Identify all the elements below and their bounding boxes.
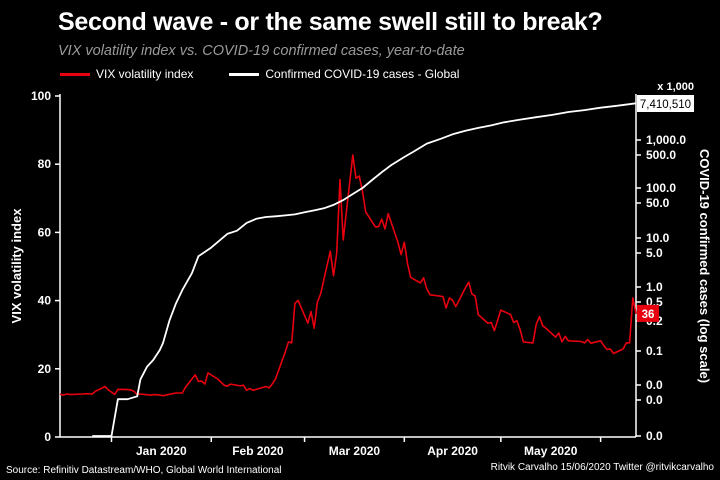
left-axis-tick-label: 80 <box>38 157 52 171</box>
right-axis-tick-label: 50.0 <box>646 196 670 210</box>
legend-swatch-cases <box>229 72 260 76</box>
legend-swatch-vix <box>60 72 90 76</box>
x-axis-tick-label: May 2020 <box>524 444 578 458</box>
right-axis-unit: x 1,000 <box>657 81 694 93</box>
right-axis-tick-label: 1,000.0 <box>646 133 686 147</box>
series-group <box>59 102 637 437</box>
credit-note: Ritvik Carvalho 15/06/2020 Twitter @ritv… <box>490 462 714 473</box>
right-axis-tick-label: 0.1 <box>646 344 663 358</box>
right-axis-tick-label: 0.0 <box>646 393 663 407</box>
x-axis-tick-label: Mar 2020 <box>329 444 381 458</box>
y-axis-label-right: COVID-19 confirmed cases (log scale) <box>697 149 712 383</box>
right-axis-tick-label: 5.0 <box>646 246 663 260</box>
legend: VIX volatility index Confirmed COVID-19 … <box>60 67 495 81</box>
source-note: Source: Refinitiv Datastream/WHO, Global… <box>6 465 282 476</box>
left-axis-tick-label: 60 <box>38 225 52 239</box>
cases-end-label: 7,410,510 <box>640 99 691 111</box>
series-line-vix <box>59 154 637 397</box>
x-axis-tick-label: Feb 2020 <box>232 444 284 458</box>
vix-end-label: 36 <box>642 309 655 321</box>
right-axis-tick-label: 100.0 <box>646 181 676 195</box>
legend-label-vix: VIX volatility index <box>96 67 194 81</box>
x-axis-tick-label: Apr 2020 <box>427 444 478 458</box>
y-axis-label-left: VIX volatility index <box>9 208 24 324</box>
legend-label-cases: Confirmed COVID-19 cases - Global <box>265 67 460 81</box>
left-axis-tick-label: 0 <box>44 430 51 444</box>
left-axis: 0 20 40 60 80 100 <box>31 89 61 444</box>
end-labels: 7,410,510 36 <box>637 95 694 322</box>
vix-end-label-box <box>637 304 659 322</box>
right-axis-tick-label: 1.0 <box>646 280 663 294</box>
legend-item-cases: Confirmed COVID-19 cases - Global <box>229 67 459 81</box>
cases-end-label-box <box>637 95 694 112</box>
chart-title: Second wave - or the same swell still to… <box>58 8 603 36</box>
x-axis: Jan 2020 Feb 2020 Mar 2020 Apr 2020 May 2020 <box>60 436 636 458</box>
left-axis-tick-label: 20 <box>38 362 52 376</box>
x-axis-tick-label: Jan 2020 <box>136 444 187 458</box>
right-axis-tick-label: 10.0 <box>646 231 670 245</box>
right-axis-tick-label: 0.0 <box>646 429 663 443</box>
right-axis: 1,000.0500.0100.050.010.05.01.00.50.20.1… <box>635 94 686 443</box>
right-axis-tick-label: 500.0 <box>646 148 676 162</box>
left-axis-tick-label: 40 <box>38 294 52 308</box>
left-axis-tick-label: 100 <box>31 89 51 103</box>
series-line-cases <box>92 102 637 437</box>
legend-item-vix: VIX volatility index <box>60 67 193 81</box>
chart-subtitle: VIX volatility index vs. COVID-19 confir… <box>58 43 465 59</box>
right-axis-tick-label: 0.0 <box>646 378 663 392</box>
